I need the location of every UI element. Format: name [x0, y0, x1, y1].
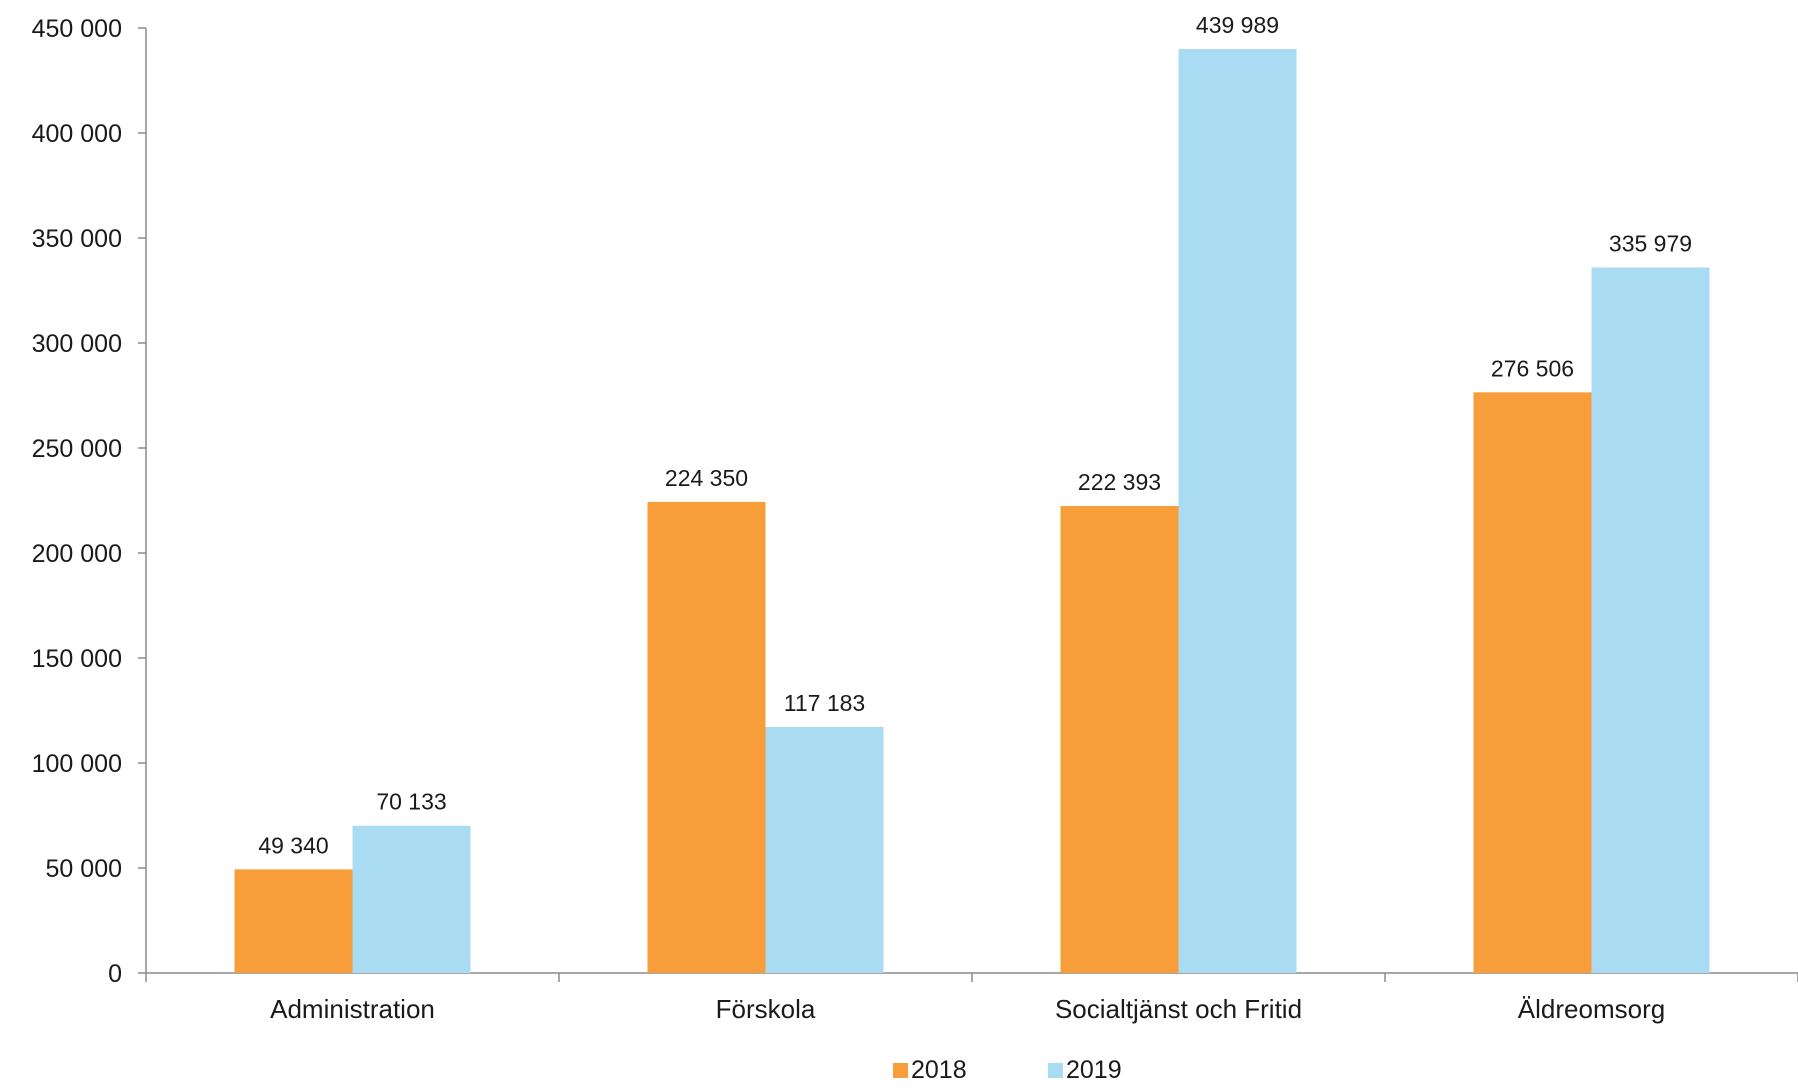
- y-tick-label: 400 000: [32, 120, 122, 148]
- x-category-label: Förskola: [716, 994, 816, 1024]
- y-tick-label: 250 000: [32, 435, 122, 463]
- bar-2018-3: [1473, 392, 1592, 973]
- data-label-2018-1: 224 350: [665, 465, 748, 491]
- y-tick-label: 450 000: [32, 15, 122, 43]
- y-tick-label: 50 000: [46, 855, 122, 883]
- legend-swatch-2018: [893, 1063, 908, 1078]
- data-label-2019-1: 117 183: [784, 690, 865, 716]
- y-tick-label: 100 000: [32, 750, 122, 778]
- y-tick-label: 200 000: [32, 540, 122, 568]
- legend-swatch-2019: [1048, 1063, 1063, 1078]
- data-label-2019-0: 70 133: [376, 789, 446, 815]
- x-category-label: Socialtjänst och Fritid: [1055, 994, 1302, 1024]
- y-tick-label: 0: [108, 960, 122, 988]
- x-category-label: Äldreomsorg: [1518, 994, 1665, 1024]
- bar-2019-3: [1591, 267, 1710, 973]
- y-tick-label: 150 000: [32, 645, 122, 673]
- y-axis: 0 50 000 100 000 150 000 200 000 250 000 300 0…: [32, 15, 147, 988]
- bars: [234, 49, 1710, 974]
- bar-2018-1: [647, 501, 766, 973]
- bar-2019-0: [352, 825, 471, 973]
- bar-2019-2: [1178, 49, 1297, 974]
- bar-2018-0: [234, 869, 353, 973]
- legend-label-2019: 2019: [1066, 1056, 1122, 1084]
- data-label-2018-3: 276 506: [1491, 355, 1574, 381]
- data-labels: 49 340 224 350 222 393 276 506 70 133 117 183…: [258, 12, 1692, 858]
- data-label-2018-2: 222 393: [1078, 469, 1161, 495]
- x-category-label: Administration: [270, 994, 435, 1024]
- y-tick-label: 300 000: [32, 330, 122, 358]
- data-label-2018-0: 49 340: [258, 832, 328, 858]
- y-tick-label: 350 000: [32, 225, 122, 253]
- bar-2018-2: [1060, 505, 1179, 973]
- data-label-2019-3: 335 979: [1609, 230, 1692, 256]
- x-axis: Administration Förskola Socialtjänst och F…: [145, 972, 1798, 1024]
- legend: 2018 2019: [893, 1056, 1122, 1084]
- legend-label-2018: 2018: [911, 1056, 967, 1084]
- bar-2019-1: [765, 726, 884, 973]
- data-label-2019-2: 439 989: [1196, 12, 1279, 38]
